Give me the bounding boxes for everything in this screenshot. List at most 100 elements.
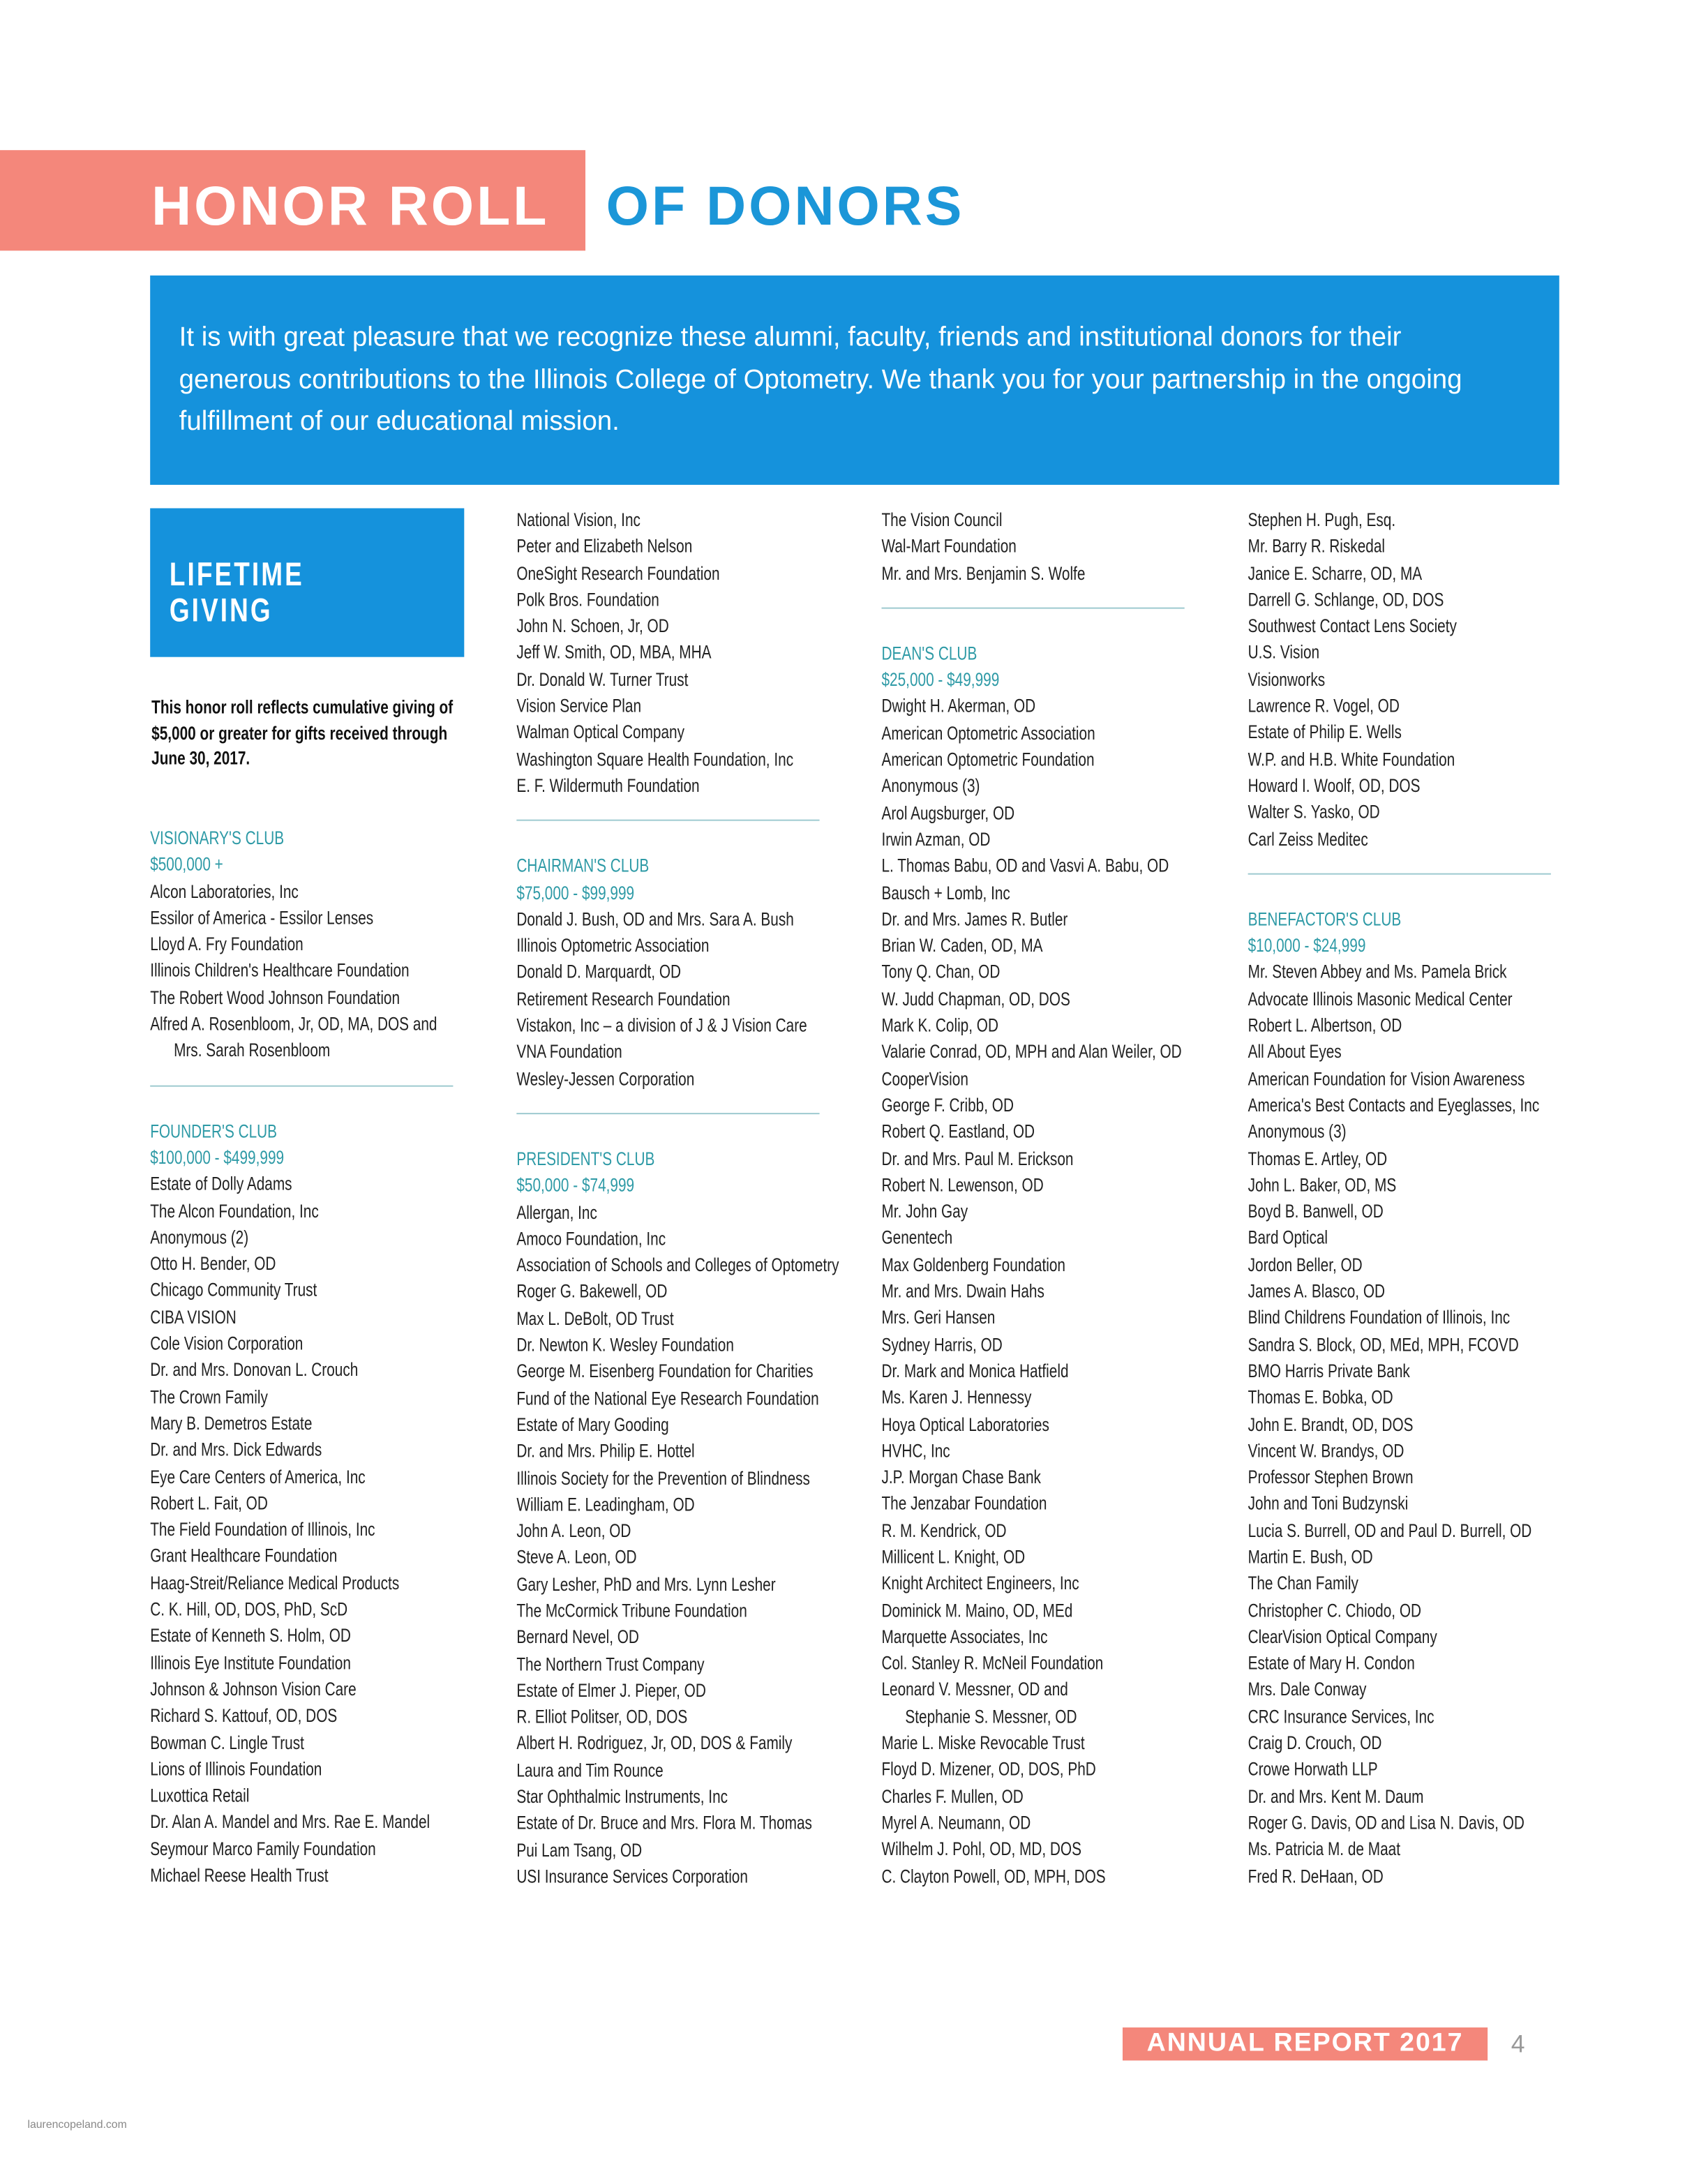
section-heading: FOUNDER'S CLUB [150, 1120, 278, 1141]
donor-name: Lucia S. Burrell, OD and Paul D. Burrell… [1248, 1520, 1532, 1541]
donor-name: Genentech [881, 1227, 953, 1249]
donor-name: Stephanie S. Messner, OD [905, 1706, 1077, 1727]
donor-name: Vincent W. Brandys, OD [1248, 1440, 1404, 1462]
donor-name: Crowe Horwath LLP [1248, 1759, 1378, 1780]
donor-column: National Vision, Inc Peter and Elizabeth … [516, 507, 839, 1891]
donor-name: CooperVision [881, 1068, 968, 1089]
donor-name: Lions of Illinois Foundation [150, 1758, 322, 1780]
title: HONOR ROLL [151, 176, 550, 237]
donor-name: Jeff W. Smith, OD, MBA, MHA [516, 642, 712, 663]
donor-name: Thomas E. Bobka, OD [1248, 1387, 1393, 1409]
donor-name: R. M. Kendrick, OD [881, 1520, 1007, 1541]
donor-name: Association of Schools and Colleges of O… [516, 1254, 839, 1276]
donor-name: Mrs. Dale Conway [1248, 1679, 1367, 1701]
section-heading: VISIONARY'S CLUB [150, 827, 285, 849]
donor-name: Carl Zeiss Meditec [1248, 828, 1368, 850]
watermark: laurencopeland.com [27, 2118, 127, 2131]
donor-name: Estate of Philip E. Wells [1248, 722, 1402, 743]
donor-name: Mr. Steven Abbey and Ms. Pamela Brick [1248, 961, 1507, 983]
donor-name: The Robert Wood Johnson Foundation [150, 987, 400, 1008]
section-range: $500,000 + [150, 854, 223, 876]
donor-column: The Vision Council Wal-Mart Foundation Mr.… [881, 507, 1185, 1890]
donor-name: Steve A. Leon, OD [516, 1547, 637, 1568]
donor-name: Arol Augsburger, OD [881, 802, 1015, 823]
donor-name: Lawrence R. Vogel, OD [1248, 696, 1400, 717]
donor-name: Walman Optical Company [516, 722, 685, 743]
donor-name: R. Elliot Politser, OD, DOS [516, 1707, 688, 1727]
divider [516, 820, 820, 822]
divider [881, 607, 1185, 609]
footer-title: ANNUAL REPORT 2017 [1146, 2028, 1464, 2058]
donor-name: George F. Cribb, OD [881, 1095, 1014, 1116]
donor-name: Irwin Azman, OD [881, 829, 991, 850]
donor-name: Robert L. Albertson, OD [1248, 1015, 1402, 1036]
donor-name: Vistakon, Inc – a division of J & J Visi… [516, 1015, 807, 1036]
donor-name: Estate of Mary H. Condon [1248, 1653, 1415, 1674]
donor-name: Dr. Mark and Monica Hatfield [881, 1360, 1069, 1381]
donor-name: Vision Service Plan [516, 696, 642, 717]
donor-name: Fred R. DeHaan, OD [1248, 1866, 1384, 1887]
donor-name: Bard Optical [1248, 1227, 1328, 1249]
donor-name: Bowman C. Lingle Trust [150, 1732, 304, 1753]
donor-name: Retirement Research Foundation [516, 988, 731, 1010]
donor-name: Craig D. Crouch, OD [1248, 1732, 1382, 1754]
donor-name: Anonymous (3) [881, 776, 980, 797]
lifetime-box [150, 508, 465, 657]
donor-name: Donald D. Marquardt, OD [516, 961, 682, 983]
donor-name: Tony Q. Chan, OD [881, 961, 1001, 983]
donor-name: Robert Q. Eastland, OD [881, 1121, 1035, 1143]
donor-name: Washington Square Health Foundation, Inc [516, 749, 794, 770]
donor-name: HVHC, Inc [881, 1440, 950, 1462]
donor-name: Dr. Alan A. Mandel and Mrs. Rae E. Mande… [150, 1811, 430, 1833]
donor-name: Professor Stephen Brown [1248, 1467, 1414, 1488]
donor-name: Floyd D. Mizener, OD, DOS, PhD [881, 1759, 1096, 1780]
donor-name: USI Insurance Services Corporation [516, 1866, 748, 1887]
donor-name: Star Ophthalmic Instruments, Inc [516, 1786, 728, 1808]
donor-name: Fund of the National Eye Research Founda… [516, 1388, 819, 1409]
donor-name: The Jenzabar Foundation [881, 1493, 1047, 1515]
donor-name: Hoya Optical Laboratories [881, 1413, 1049, 1435]
donor-name: Albert H. Rodriguez, Jr, OD, DOS & Famil… [516, 1733, 793, 1755]
donor-name: Alfred A. Rosenbloom, Jr, OD, MA, DOS an… [150, 1014, 437, 1035]
section-range: $50,000 - $74,999 [516, 1175, 635, 1197]
donor-name: Charles F. Mullen, OD [881, 1785, 1024, 1807]
donor-name: Darrell G. Schlange, OD, DOS [1248, 589, 1444, 610]
donor-name: CRC Insurance Services, Inc [1248, 1706, 1434, 1727]
donor-name: John E. Brandt, OD, DOS [1248, 1413, 1414, 1435]
donor-name: Grant Healthcare Foundation [150, 1545, 338, 1567]
donor-name: Christopher C. Chiodo, OD [1248, 1600, 1422, 1621]
lifetime-title: LIFETIME GIVING [169, 556, 304, 630]
donor-name: Roger G. Davis, OD and Lisa N. Davis, OD [1248, 1812, 1525, 1833]
section-heading: DEAN'S CLUB [881, 643, 977, 664]
donor-name: Eye Care Centers of America, Inc [150, 1466, 366, 1487]
donor-name: Allergan, Inc [516, 1201, 597, 1223]
donor-name: Boyd B. Banwell, OD [1248, 1201, 1384, 1222]
donor-name: Dwight H. Akerman, OD [881, 696, 1036, 717]
donor-name: Leonard V. Messner, OD and [881, 1679, 1068, 1701]
donor-name: Michael Reese Health Trust [150, 1865, 329, 1886]
donor-name: Anonymous (2) [150, 1227, 249, 1248]
donor-name: Advocate Illinois Masonic Medical Center [1248, 988, 1513, 1010]
donor-name: Robert L. Fait, OD [150, 1492, 268, 1514]
donor-name: William E. Leadingham, OD [516, 1494, 695, 1515]
donor-name: CIBA VISION [150, 1307, 237, 1328]
donor-name: Mr. and Mrs. Benjamin S. Wolfe [881, 562, 1086, 584]
donor-name: J.P. Morgan Chase Bank [881, 1467, 1041, 1488]
donor-name: National Vision, Inc [516, 509, 640, 531]
donor-name: Donald J. Bush, OD and Mrs. Sara A. Bush [516, 908, 794, 930]
donor-name: Ms. Patricia M. de Maat [1248, 1839, 1400, 1860]
donor-name: Dr. and Mrs. James R. Butler [881, 908, 1068, 930]
donor-name: The Crown Family [150, 1386, 268, 1407]
donor-name: Polk Bros. Foundation [516, 589, 659, 610]
donor-name: Sydney Harris, OD [881, 1334, 1003, 1355]
footer-bar [1122, 2027, 1488, 2061]
donor-name: Myrel A. Neumann, OD [881, 1812, 1031, 1833]
donor-name: Amoco Foundation, Inc [516, 1228, 666, 1250]
donor-name: Haag-Streit/Reliance Medical Products [150, 1572, 400, 1593]
donor-name: Knight Architect Engineers, Inc [881, 1573, 1079, 1594]
donor-name: Dr. and Mrs. Dick Edwards [150, 1439, 322, 1461]
note: This honor roll reflects cumulative givi… [151, 696, 454, 769]
donor-name: Pui Lam Tsang, OD [516, 1839, 643, 1861]
donor-name: Essilor of America - Essilor Lenses [150, 907, 374, 929]
